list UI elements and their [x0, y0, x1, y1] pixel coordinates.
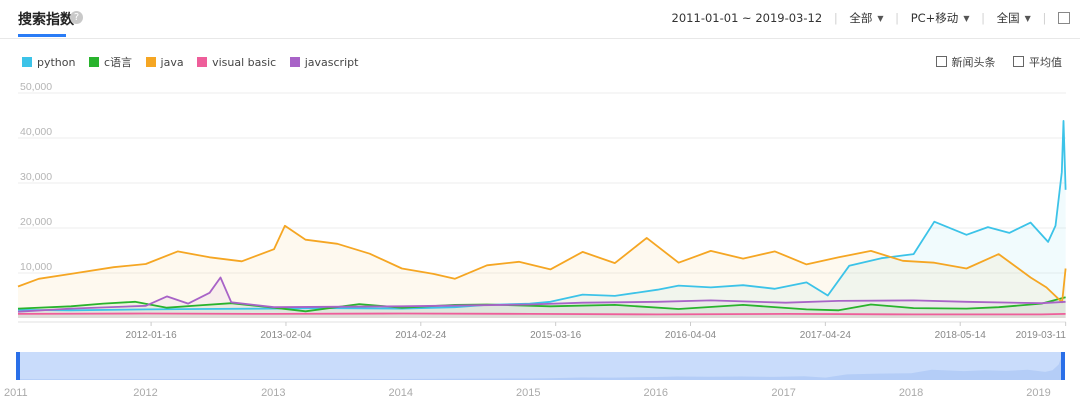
legend-swatch: [88, 57, 99, 67]
y-tick-label: 40,000: [20, 126, 52, 138]
navigator-year-label: 2017: [771, 387, 795, 399]
series-area-java: [18, 225, 1066, 318]
question-icon[interactable]: ?: [70, 11, 83, 24]
navigator-year-label: 2018: [899, 387, 923, 399]
caret-down-icon: ▼: [877, 13, 884, 23]
navigator-preview: [18, 359, 1063, 380]
navigator-year-label: 2011: [4, 387, 28, 399]
x-tick-label: 2013-02-04: [260, 330, 312, 341]
series-line-visual-basic[interactable]: [17, 312, 1066, 316]
y-tick-label: 30,000: [20, 171, 52, 183]
legend-item-python[interactable]: python: [22, 56, 75, 69]
y-tick-label: 10,000: [20, 261, 52, 273]
y-tick-label: 20,000: [20, 216, 52, 228]
average-checkbox[interactable]: 平均值: [1013, 54, 1062, 70]
page-title: 搜索指数: [18, 12, 74, 28]
legend-swatch: [145, 57, 156, 67]
divider: |: [1042, 11, 1047, 25]
x-tick-label: 2016-04-04: [665, 330, 717, 341]
legend-item-java[interactable]: java: [145, 56, 184, 69]
x-tick-label: 2012-01-16: [126, 330, 178, 341]
x-tick-label: 2017-04-24: [800, 330, 852, 341]
divider: |: [981, 11, 985, 25]
legend-label: visual basic: [212, 56, 277, 69]
checkbox-icon: [1013, 56, 1024, 67]
source-filter-label: 全部: [849, 11, 873, 25]
legend-item-javascript[interactable]: javascript: [289, 56, 359, 69]
series-line-python[interactable]: [17, 120, 1067, 312]
y-tick-label: 50,000: [20, 81, 52, 93]
series-area-python: [18, 120, 1066, 319]
series-area-c语言: [18, 297, 1066, 318]
chart-options: 新闻头条 平均值: [922, 54, 1062, 70]
legend-swatch: [197, 57, 208, 67]
x-tick-label: 2015-03-16: [530, 330, 582, 341]
legend-label: java: [160, 56, 184, 69]
navigator-handle-right[interactable]: [1061, 352, 1065, 380]
x-tick-label: 2014-02-24: [395, 330, 447, 341]
region-filter[interactable]: 全国 ▼: [997, 10, 1031, 26]
navigator-year-label: 2019: [1026, 387, 1050, 399]
chart-legend: python c语言 java visual basic javascript: [22, 54, 368, 70]
legend-item-c[interactable]: c语言: [88, 54, 133, 70]
navigator-year-label: 2014: [389, 387, 413, 399]
navigator-year-label: 2016: [644, 387, 668, 399]
legend-label: c语言: [103, 56, 133, 69]
checkbox-icon: [935, 56, 947, 67]
date-range-picker[interactable]: 2011-01-01 ~ 2019-03-12: [671, 11, 823, 25]
chart-header: 搜索指数 ? 2011-01-01 ~ 2019-03-12 | 全部 ▼ | P…: [0, 0, 1080, 39]
region-filter-label: 全国: [996, 11, 1020, 25]
external-link-icon[interactable]: [1058, 12, 1070, 24]
navigator-year-label: 2012: [133, 387, 157, 399]
caret-down-icon: ▼: [1024, 13, 1031, 23]
divider: |: [895, 11, 900, 25]
legend-label: python: [37, 56, 76, 69]
news-label: 新闻头条: [951, 56, 996, 69]
caret-down-icon: ▼: [963, 13, 970, 23]
time-range-navigator[interactable]: 2011 2012 2013 2014 2015 2016 2017 2018 2019: [0, 350, 1080, 404]
navigator-year-label: 2015: [516, 387, 540, 399]
device-filter[interactable]: PC+移动 ▼: [911, 10, 970, 26]
divider: |: [833, 11, 838, 25]
x-tick-label: 2018-05-14: [935, 330, 987, 341]
legend-swatch: [289, 57, 300, 67]
filter-controls: 2011-01-01 ~ 2019-03-12 | 全部 ▼ | PC+移动 ▼ |…: [672, 10, 1070, 26]
news-checkbox[interactable]: 新闻头条: [935, 54, 996, 70]
device-filter-label: PC+移动: [910, 11, 959, 25]
average-label: 平均值: [1029, 56, 1062, 69]
title-underline: [18, 34, 66, 37]
legend-label: javascript: [304, 56, 359, 69]
navigator-year-label: 2013: [261, 387, 285, 399]
source-filter[interactable]: 全部 ▼: [849, 10, 883, 26]
legend-swatch: [22, 57, 32, 67]
legend-item-visual-basic[interactable]: visual basic: [197, 56, 276, 69]
series-line-javascript[interactable]: [17, 276, 1066, 313]
series-line-java[interactable]: [17, 224, 1067, 304]
x-tick-label: 2019-03-11: [1016, 330, 1067, 341]
line-chart: 50,000 40,000 30,000 20,000 10,000 2012-01-16…: [17, 81, 1067, 341]
navigator-handle-left[interactable]: [16, 352, 20, 380]
